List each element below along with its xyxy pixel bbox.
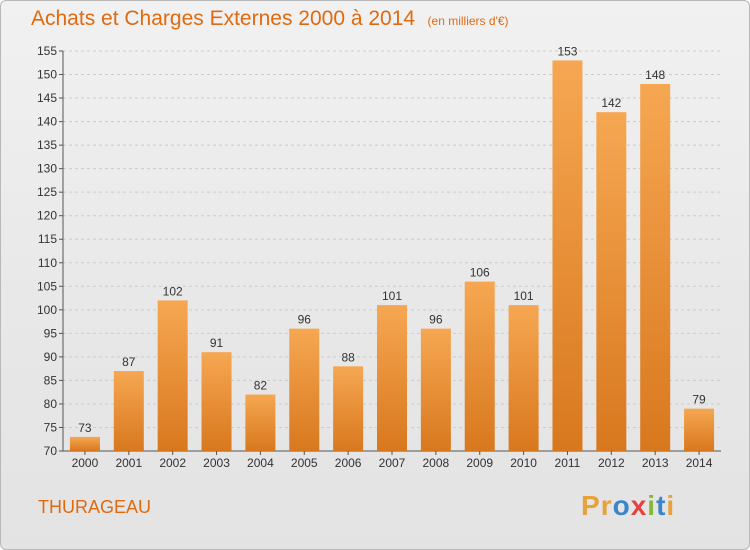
data-label: 91 — [210, 336, 224, 350]
x-tick-label: 2002 — [159, 456, 186, 470]
x-tick-label: 2011 — [555, 456, 581, 470]
x-tick-label: 2000 — [72, 456, 99, 470]
y-tick-label: 130 — [37, 162, 57, 176]
bar — [684, 408, 715, 451]
y-tick-label: 70 — [44, 444, 58, 458]
bar — [508, 305, 539, 451]
x-tick-label: 2013 — [642, 456, 669, 470]
bar — [245, 394, 276, 451]
chart-title: Achats et Charges Externes 2000 à 2014 — [31, 7, 416, 30]
x-tick-label: 2005 — [291, 456, 318, 470]
y-tick-label: 145 — [37, 91, 57, 105]
bar — [596, 112, 627, 452]
bar — [157, 300, 188, 451]
chart-title-block: Achats et Charges Externes 2000 à 2014 (… — [31, 7, 509, 31]
bars — [69, 60, 715, 452]
data-label: 82 — [254, 379, 268, 393]
y-tick-label: 140 — [37, 115, 57, 129]
bar — [201, 352, 232, 451]
data-label: 73 — [78, 421, 92, 435]
logo-letter: P — [581, 490, 601, 521]
y-tick-label: 110 — [38, 256, 57, 270]
x-tick-label: 2004 — [247, 456, 274, 470]
logo-letter: t — [656, 490, 667, 521]
place-name: THURAGEAU — [38, 497, 152, 517]
bar — [420, 328, 451, 451]
logo-letter: x — [630, 490, 648, 521]
y-tick-label: 120 — [37, 209, 57, 223]
bar — [377, 305, 407, 451]
data-label: 87 — [122, 355, 136, 369]
labels: 70 75 80 85 90 95 100 105 110 115 120 125 130 135 140 1… — [37, 44, 713, 470]
y-tick-label: 90 — [44, 350, 58, 364]
y-tick-label: 105 — [37, 279, 57, 293]
logo-letter: i — [647, 490, 657, 521]
x-tick-label: 2006 — [335, 456, 362, 470]
x-tick-label: 2014 — [686, 456, 713, 470]
data-label: 142 — [601, 96, 621, 110]
bar — [289, 328, 320, 451]
bar — [113, 371, 144, 451]
y-tick-label: 125 — [37, 185, 57, 199]
y-tick-label: 95 — [44, 326, 58, 340]
y-tick-label: 135 — [37, 138, 57, 152]
y-tick-label: 75 — [44, 420, 58, 434]
data-label: 101 — [382, 289, 402, 303]
x-tick-label: 2001 — [115, 456, 142, 470]
data-label: 88 — [341, 350, 355, 364]
data-label: 102 — [163, 284, 183, 298]
x-tick-label: 2010 — [510, 456, 537, 470]
x-tick-label: 2003 — [203, 456, 230, 470]
y-tick-label: 100 — [37, 303, 57, 317]
data-label: 96 — [298, 313, 312, 327]
y-tick-label: 115 — [38, 232, 57, 246]
y-tick-label: 80 — [44, 397, 58, 411]
x-tick-label: 2007 — [379, 456, 406, 470]
logo-letter: i — [666, 490, 676, 521]
data-label: 79 — [692, 393, 706, 407]
bar — [552, 60, 583, 451]
bar — [464, 281, 495, 451]
data-label: 148 — [645, 68, 665, 82]
x-tick-label: 2008 — [423, 456, 450, 470]
data-label: 96 — [429, 313, 443, 327]
logo-letter: o — [612, 490, 631, 521]
bar — [69, 436, 100, 451]
y-tick-label: 155 — [37, 44, 57, 58]
proxiti-logo: Proxiti — [581, 490, 675, 522]
y-tick-label: 85 — [44, 373, 58, 387]
y-tick-label: 150 — [37, 68, 57, 82]
bar — [640, 83, 671, 452]
data-label: 106 — [470, 266, 490, 280]
bar — [333, 366, 364, 451]
x-tick-label: 2009 — [466, 456, 493, 470]
data-label: 101 — [514, 289, 534, 303]
logo-letter: r — [600, 490, 613, 521]
x-tick-label: 2012 — [598, 456, 625, 470]
chart-unit: (en milliers d'€) — [427, 14, 509, 28]
data-label: 153 — [557, 44, 577, 58]
